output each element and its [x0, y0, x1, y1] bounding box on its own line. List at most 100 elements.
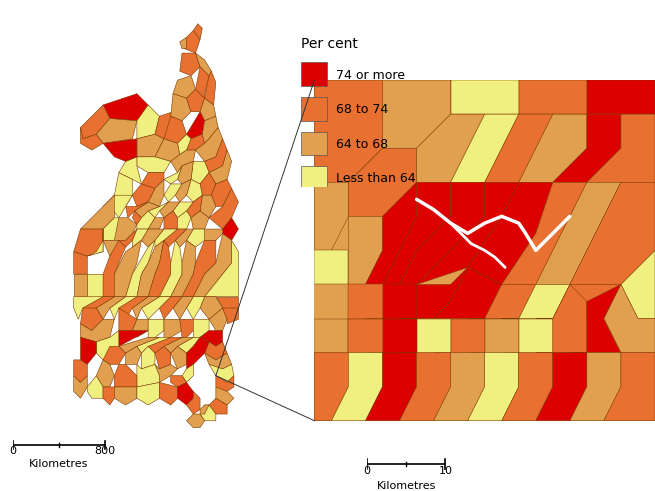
Polygon shape: [191, 162, 209, 184]
Polygon shape: [216, 297, 238, 308]
Polygon shape: [182, 240, 216, 297]
Bar: [301, 97, 328, 121]
Polygon shape: [81, 319, 115, 342]
Polygon shape: [365, 182, 417, 284]
Polygon shape: [314, 250, 348, 284]
Polygon shape: [178, 337, 200, 353]
Polygon shape: [148, 202, 168, 218]
Polygon shape: [200, 98, 216, 121]
Polygon shape: [164, 166, 182, 184]
Polygon shape: [587, 80, 655, 114]
Polygon shape: [314, 80, 383, 182]
Polygon shape: [536, 353, 587, 421]
Polygon shape: [74, 376, 87, 398]
Polygon shape: [137, 135, 164, 157]
Polygon shape: [171, 240, 196, 297]
Polygon shape: [137, 382, 159, 405]
Polygon shape: [468, 284, 536, 319]
Polygon shape: [204, 139, 227, 173]
Polygon shape: [115, 364, 137, 387]
Polygon shape: [81, 308, 103, 330]
Polygon shape: [137, 240, 164, 297]
Polygon shape: [191, 211, 209, 229]
Polygon shape: [193, 24, 202, 40]
Polygon shape: [200, 405, 209, 414]
Polygon shape: [126, 202, 148, 218]
Polygon shape: [74, 297, 103, 319]
Polygon shape: [223, 308, 238, 324]
Polygon shape: [159, 297, 182, 319]
Polygon shape: [132, 211, 141, 224]
Polygon shape: [502, 182, 587, 284]
Polygon shape: [159, 382, 178, 405]
Polygon shape: [103, 139, 137, 162]
Polygon shape: [365, 353, 417, 421]
Polygon shape: [179, 53, 200, 76]
Text: Kilometres: Kilometres: [29, 459, 88, 468]
Text: Per cent: Per cent: [301, 37, 358, 52]
Polygon shape: [187, 337, 209, 369]
Polygon shape: [383, 80, 451, 148]
Polygon shape: [132, 229, 148, 247]
Polygon shape: [348, 217, 383, 284]
Polygon shape: [74, 274, 87, 297]
Polygon shape: [204, 240, 238, 297]
Polygon shape: [74, 229, 103, 256]
Polygon shape: [587, 114, 655, 182]
Polygon shape: [81, 128, 103, 150]
Polygon shape: [137, 364, 159, 387]
Polygon shape: [103, 94, 148, 121]
Text: 0: 0: [10, 446, 16, 456]
Polygon shape: [132, 297, 159, 319]
Polygon shape: [604, 353, 655, 421]
Polygon shape: [209, 308, 227, 330]
Polygon shape: [187, 414, 204, 428]
Polygon shape: [348, 319, 383, 353]
Polygon shape: [187, 297, 204, 319]
Polygon shape: [173, 297, 193, 319]
Polygon shape: [451, 80, 519, 114]
Polygon shape: [216, 387, 234, 405]
Polygon shape: [400, 319, 451, 353]
Polygon shape: [164, 116, 187, 143]
Polygon shape: [502, 284, 570, 319]
Polygon shape: [74, 360, 87, 382]
Polygon shape: [212, 179, 232, 207]
Polygon shape: [209, 150, 232, 184]
Polygon shape: [196, 128, 223, 162]
Polygon shape: [96, 360, 115, 387]
Polygon shape: [400, 182, 485, 284]
Polygon shape: [141, 173, 164, 189]
Polygon shape: [187, 179, 202, 202]
Polygon shape: [314, 80, 655, 421]
Polygon shape: [178, 162, 193, 184]
Polygon shape: [209, 398, 227, 414]
Polygon shape: [178, 211, 191, 229]
Polygon shape: [141, 229, 164, 247]
Polygon shape: [155, 112, 178, 139]
Polygon shape: [110, 297, 137, 319]
Polygon shape: [135, 202, 159, 218]
Polygon shape: [383, 182, 451, 284]
Polygon shape: [159, 202, 179, 218]
Text: 800: 800: [94, 446, 115, 456]
Polygon shape: [103, 240, 119, 256]
Polygon shape: [314, 182, 348, 250]
Polygon shape: [468, 353, 519, 421]
Polygon shape: [171, 150, 196, 173]
Polygon shape: [132, 184, 155, 207]
Text: 64 to 68: 64 to 68: [336, 137, 388, 151]
Polygon shape: [187, 89, 204, 112]
Polygon shape: [196, 67, 209, 98]
Polygon shape: [115, 387, 137, 405]
Polygon shape: [570, 284, 621, 353]
Polygon shape: [132, 319, 148, 337]
Polygon shape: [187, 391, 200, 414]
Polygon shape: [115, 240, 141, 297]
Polygon shape: [137, 337, 171, 353]
Polygon shape: [187, 135, 204, 150]
Polygon shape: [178, 382, 193, 405]
Polygon shape: [81, 105, 110, 139]
Polygon shape: [417, 114, 485, 182]
Polygon shape: [621, 250, 655, 319]
